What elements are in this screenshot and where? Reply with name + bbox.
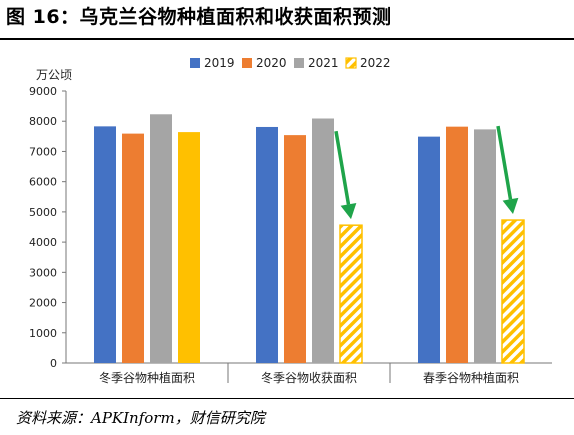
chart-root: 万公顷 0 1000 2000 3000 4000 5000 6000 7000 8000 9000…: [29, 56, 552, 385]
y-tick-label: 5000: [29, 206, 57, 219]
annotation-arrow-shaft: [334, 130, 351, 205]
bar-2022: [339, 224, 363, 364]
title-divider: [0, 38, 574, 40]
y-tick-label: 6000: [29, 176, 57, 189]
bar-2022: [178, 132, 200, 363]
y-tick-label: 2000: [29, 297, 57, 310]
y-unit-label: 万公顷: [36, 68, 72, 82]
bar-2021: [312, 118, 334, 363]
legend-label-2019: 2019: [204, 56, 235, 70]
bar-2020: [446, 126, 468, 363]
bar-2019: [94, 126, 116, 363]
figure-title: 图 16：乌克兰谷物种植面积和收获面积预测: [6, 6, 392, 28]
source-divider: [0, 398, 574, 399]
legend-label-2021: 2021: [308, 56, 339, 70]
bar-2022: [501, 219, 525, 364]
y-tick-label: 7000: [29, 145, 57, 158]
bar-2020: [284, 135, 306, 363]
annotation-arrow-shaft: [496, 125, 513, 200]
annotation-arrow-head: [502, 197, 519, 215]
legend-swatch-2021: [294, 58, 304, 68]
y-tick-label: 4000: [29, 236, 57, 249]
y-tick-label: 8000: [29, 115, 57, 128]
x-tick-label: 冬季谷物种植面积: [99, 370, 195, 385]
y-tick-label: 9000: [29, 85, 57, 98]
bar-2021: [150, 114, 172, 363]
source-note: 资料来源：APKInform，财信研究院: [16, 409, 265, 427]
bar-2019: [418, 136, 440, 363]
bar-2019: [256, 126, 278, 363]
bar-2021: [474, 129, 496, 363]
y-tick-label: 1000: [29, 327, 57, 340]
bar-2020: [122, 133, 144, 363]
x-tick-label: 冬季谷物收获面积: [261, 370, 357, 385]
legend-label-2020: 2020: [256, 56, 287, 70]
y-tick-label: 3000: [29, 266, 57, 279]
legend-swatch-2022: [345, 57, 357, 69]
legend-label-2022: 2022: [360, 56, 391, 70]
x-tick-label: 春季谷物种植面积: [423, 370, 519, 385]
legend-swatch-2019: [190, 58, 200, 68]
bar-chart: 万公顷 0 1000 2000 3000 4000 5000 6000 7000 8000 9000…: [29, 56, 552, 385]
legend-swatch-2020: [242, 58, 252, 68]
annotation-arrow-head: [340, 203, 357, 220]
y-tick-label: 0: [50, 357, 57, 370]
